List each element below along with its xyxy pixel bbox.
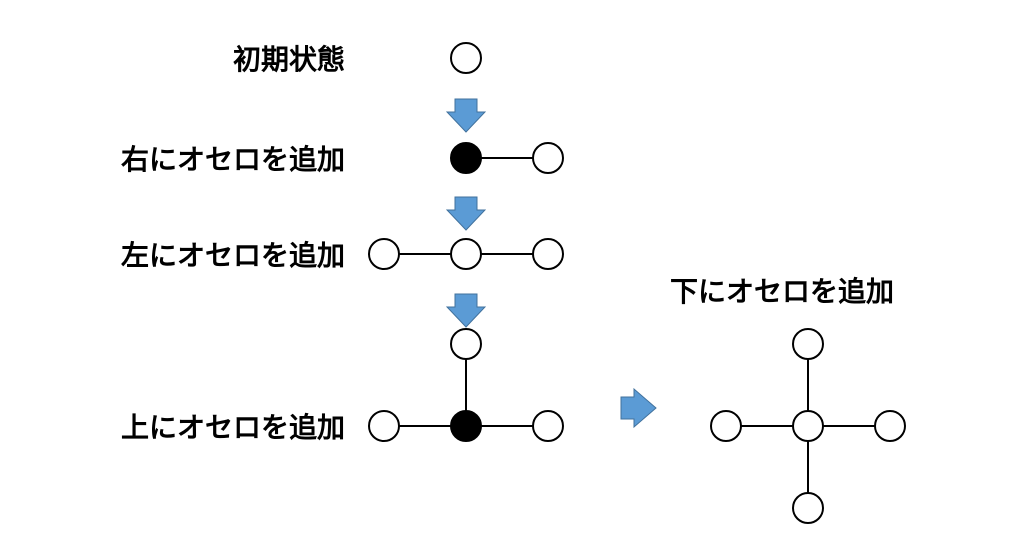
state-add-up (365, 325, 567, 445)
state-add-right (447, 139, 567, 177)
label-add-down: 下にオセロを追加 (670, 270, 894, 310)
state-initial (447, 39, 485, 77)
label-add-left: 左にオセロを追加 (121, 234, 345, 274)
label-add-right: 右にオセロを追加 (121, 138, 345, 178)
arrow-right-icon (620, 388, 660, 428)
arrow-down-icon (446, 293, 486, 329)
arrow-down-icon (446, 98, 486, 134)
label-add-up: 上にオセロを追加 (121, 406, 345, 446)
arrow-down-icon (446, 196, 486, 232)
label-initial: 初期状態 (233, 38, 345, 78)
state-add-down (707, 325, 909, 527)
state-add-left (365, 235, 567, 273)
